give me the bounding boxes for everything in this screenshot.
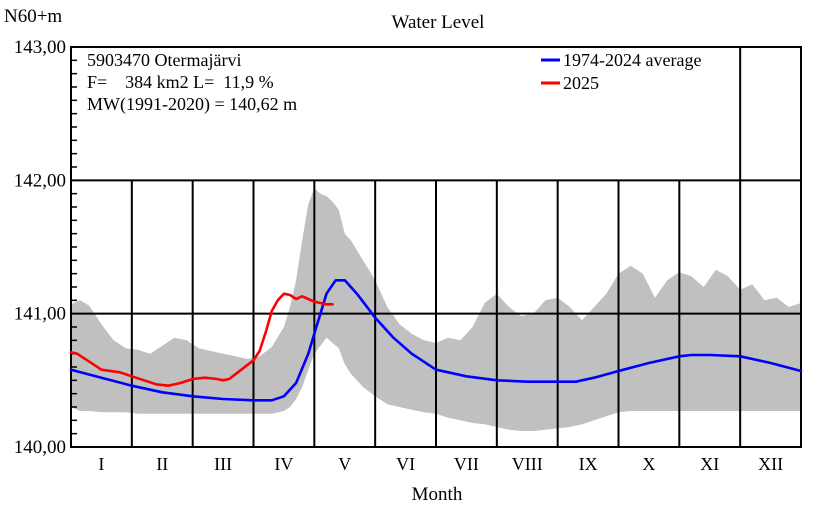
x-tick-label: XII <box>758 454 783 474</box>
y-tick-label: 141,00 <box>14 304 66 325</box>
current-year-series-line <box>69 292 334 388</box>
average-series-line <box>69 278 803 402</box>
x-tick-label: IV <box>274 454 293 474</box>
x-axis-title: Month <box>412 484 463 505</box>
station-info-line: 5903470 Otermajärvi <box>87 50 241 70</box>
x-tick-label: VII <box>454 454 479 474</box>
x-tick-label: IX <box>579 454 598 474</box>
series-layer <box>69 278 803 402</box>
y-tick-label: 140,00 <box>14 437 66 458</box>
y-tick-label: 142,00 <box>14 170 66 191</box>
grid-layer <box>70 46 802 448</box>
x-tick-label: X <box>642 454 655 474</box>
x-tick-label: III <box>214 454 232 474</box>
plot-frame <box>70 46 802 448</box>
station-info-line: MW(1991-2020) = 140,62 m <box>87 94 297 115</box>
legend-label: 2025 <box>563 73 599 93</box>
x-tick-label: VIII <box>512 454 543 474</box>
y-axis-unit-label: N60+m <box>4 6 62 27</box>
legend: 1974-2024 average 2025 <box>541 50 701 93</box>
x-tick-label: I <box>98 454 104 474</box>
x-tick-label: II <box>156 454 168 474</box>
legend-label: 1974-2024 average <box>563 50 701 70</box>
x-tick-label: XI <box>700 454 719 474</box>
station-info-line: F= 384 km2 L= 11,9 % <box>87 72 274 92</box>
y-tick-label: 143,00 <box>14 37 66 58</box>
x-tick-label: V <box>338 454 351 474</box>
x-tick-label: VI <box>396 454 415 474</box>
chart-title: Water Level <box>392 12 485 33</box>
